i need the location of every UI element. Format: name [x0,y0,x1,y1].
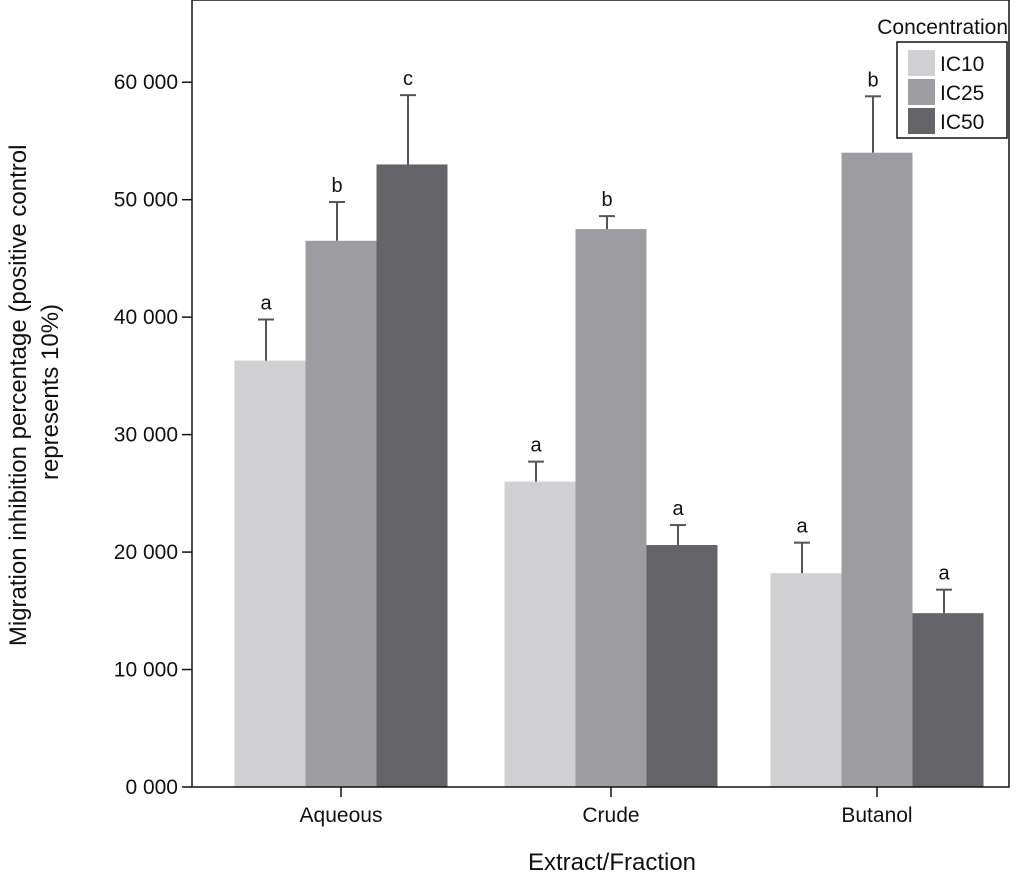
plot-frame [191,0,1010,788]
significance-letter-ic50-crude: a [672,498,684,520]
y-tick-label: 50 000 [114,189,178,212]
legend-label-ic10: IC10 [940,53,984,76]
x-axis: Aqueous Crude Butanol [300,787,913,827]
legend-label-ic25: IC25 [940,82,984,105]
x-tick-label-crude: Crude [582,804,639,827]
significance-letter-ic25-butanol: b [867,69,878,91]
bars-layer [234,152,984,788]
significance-letters-layer: a b c a b a a b a [260,68,950,585]
bar-ic50-crude [646,545,718,787]
bar-ic10-aqueous [234,360,306,787]
y-tick-label: 60 000 [114,71,178,94]
significance-letter-ic10-aqueous: a [260,292,272,314]
significance-letter-ic50-butanol: a [938,563,950,585]
bar-ic10-crude [504,481,576,787]
y-tick-label: 20 000 [114,541,178,564]
bar-ic50-butanol [912,613,984,787]
significance-letter-ic25-aqueous: b [331,175,342,197]
y-axis-title: Migration inhibition percentage (positiv… [5,138,64,646]
x-tick-label-aqueous: Aqueous [300,804,383,827]
significance-letter-ic50-aqueous: c [403,68,413,90]
bar-ic25-aqueous [305,240,377,787]
bar-ic25-crude [575,229,647,787]
y-axis: 0 000 10 000 20 000 30 000 40 000 50 000 60 00… [114,71,192,799]
bar-ic10-butanol [770,573,842,787]
y-axis-title-line-1: Migration inhibition percentage (positiv… [5,145,32,647]
bar-ic25-butanol [841,152,913,788]
y-tick-label: 0 000 [125,776,178,799]
y-tick-label: 30 000 [114,424,178,447]
y-axis-title-line-2: represents 10%) [37,304,64,480]
bar-ic50-aqueous [376,164,448,787]
y-tick-label: 10 000 [114,659,178,682]
legend-swatch-ic50 [908,108,935,134]
legend-title: Concentration [877,16,1008,39]
significance-letter-ic25-crude: b [601,189,612,211]
legend-swatch-ic25 [908,79,935,105]
y-tick-label: 40 000 [114,306,178,329]
x-tick-label-butanol: Butanol [841,804,912,827]
error-bars-layer [258,94,952,614]
legend-swatch-ic10 [908,50,935,76]
legend: Concentration IC10 IC25 IC50 [877,16,1008,139]
significance-letter-ic10-butanol: a [796,516,808,538]
significance-letter-ic10-crude: a [530,435,542,457]
legend-label-ic50: IC50 [940,111,984,134]
x-axis-title: Extract/Fraction [528,849,696,876]
